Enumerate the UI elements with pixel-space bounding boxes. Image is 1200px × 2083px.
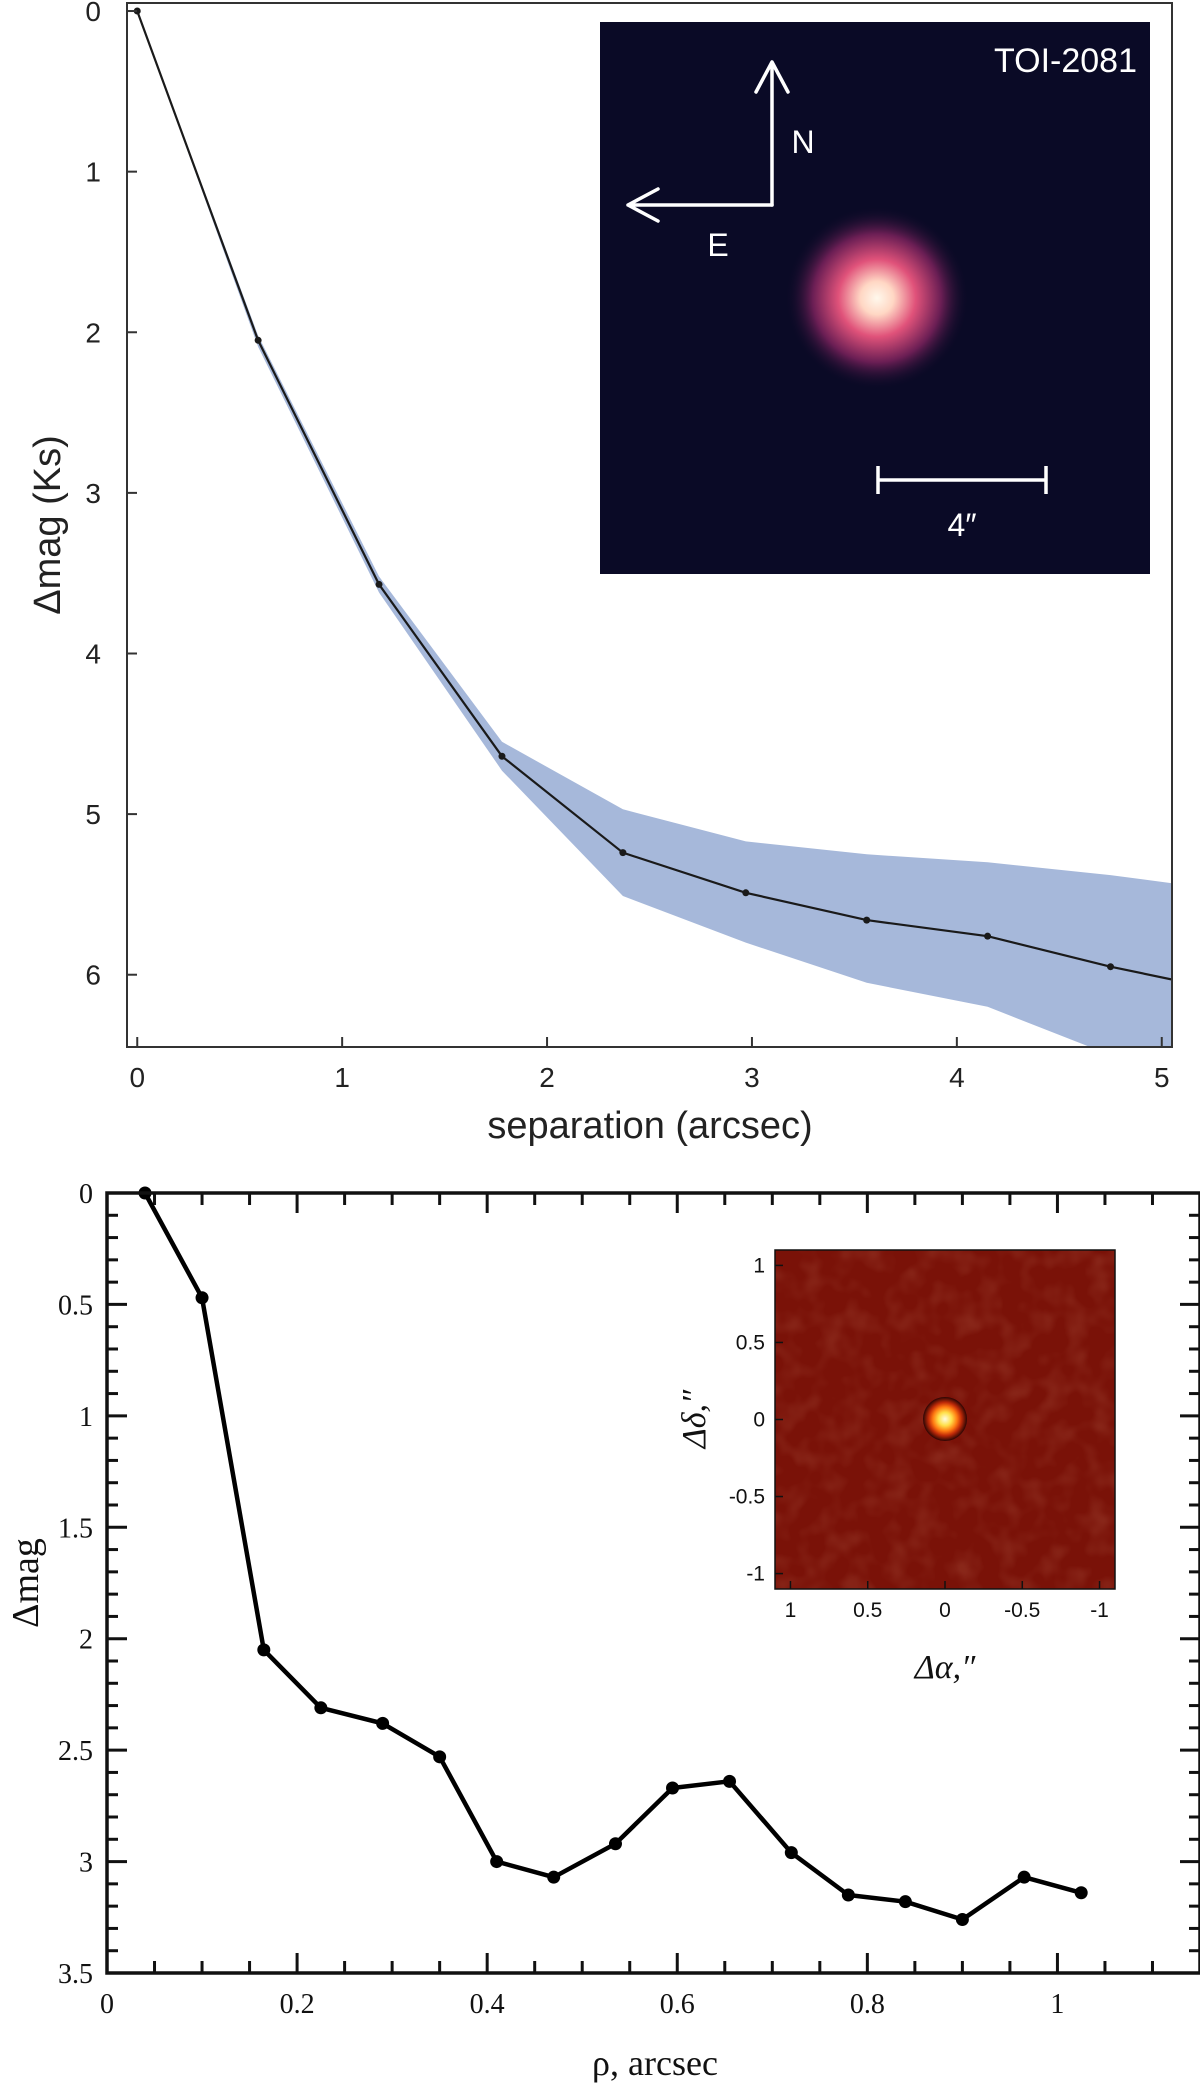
contrast-uncertainty-band xyxy=(137,11,1172,1047)
speckle-x-tick-label: -0.5 xyxy=(1004,1599,1040,1622)
contrast-curve-point xyxy=(619,849,627,857)
bottom-axes: 0 0.2 0.4 0.6 0.8 1 0 0.5 1 1.5 2 2.5 3 3.5 xyxy=(58,1179,1200,2020)
speckle-curve-point xyxy=(608,1837,622,1851)
contrast-curve-point xyxy=(984,932,992,940)
speckle-y-tick-label: 0 xyxy=(753,1409,765,1432)
contrast-curve-point xyxy=(133,7,141,15)
inset-image-toi-2081: N E TOI-2081 4″ xyxy=(600,22,1150,574)
speckle-curve-point xyxy=(723,1774,737,1788)
bottom-chart: 0 0.2 0.4 0.6 0.8 1 0 0.5 1 1.5 2 2.5 3 3.5 1 0.5 0 -0.5… xyxy=(5,1179,1200,2083)
y-tick-label: 1 xyxy=(79,1402,93,1433)
x-tick-label: 0.8 xyxy=(850,1989,885,2020)
x-tick-label: 1 xyxy=(1050,1989,1064,2020)
y-tick-label: 6 xyxy=(85,960,101,991)
top-axes: 0 1 2 3 4 5 0 1 2 3 4 5 6 xyxy=(85,0,1169,1093)
speckle-y-tick-label: -1 xyxy=(746,1563,765,1586)
speckle-curve-point xyxy=(547,1870,561,1884)
y-tick-label: 1.5 xyxy=(58,1513,93,1544)
top-plot-frame xyxy=(126,2,1173,1048)
speckle-curve-point xyxy=(314,1701,328,1715)
y-tick-label: 3 xyxy=(85,478,101,509)
x-tick-label: 0.4 xyxy=(470,1989,505,2020)
speckle-curve-point xyxy=(257,1643,271,1657)
y-tick-label: 1 xyxy=(85,157,101,188)
y-tick-label: 0 xyxy=(79,1179,93,1210)
x-tick-label: 2 xyxy=(539,1062,555,1093)
x-tick-label: 0 xyxy=(100,1989,114,2020)
speckle-y-tick-label: 0.5 xyxy=(736,1331,765,1354)
speckle-curve-point xyxy=(195,1291,209,1305)
y-tick-label: 2 xyxy=(79,1625,93,1656)
y-tick-label: 0.5 xyxy=(58,1290,93,1321)
contrast-curve-line xyxy=(136,10,1172,981)
y-tick-label: 3 xyxy=(79,1848,93,1879)
target-label: TOI-2081 xyxy=(994,42,1137,80)
speckle-curve-point xyxy=(666,1781,680,1795)
y-tick-label: 4 xyxy=(85,638,101,669)
top-chart: N E TOI-2081 4″ 0 1 2 3 4 5 0 1 2 3 4 5 6 separation… xyxy=(27,0,1173,1147)
y-tick-label: 0 xyxy=(85,0,101,27)
contrast-curve-point xyxy=(254,336,262,344)
bottom-plot-frame xyxy=(105,1191,1200,1975)
speckle-curve-point xyxy=(1074,1886,1088,1900)
speckle-x-tick-label: 1 xyxy=(785,1599,797,1622)
speckle-curve-point xyxy=(376,1716,390,1730)
north-arrow-icon xyxy=(754,60,790,207)
speckle-curve-point xyxy=(841,1888,855,1902)
speckle-contrast-curve xyxy=(138,1186,1088,1927)
speckle-axes: 1 0.5 0 -0.5 -1 1 0.5 0 -0.5 -1 xyxy=(729,1254,1109,1622)
speckle-curve-point xyxy=(898,1895,912,1909)
x-tick-label: 0 xyxy=(129,1062,145,1093)
bottom-x-axis-label: ρ, arcsec xyxy=(592,2043,718,2083)
uncertainty-band-area xyxy=(137,11,1172,1047)
speckle-star-psf xyxy=(923,1397,967,1441)
x-tick-label: 3 xyxy=(744,1062,760,1093)
speckle-x-tick-label: -1 xyxy=(1090,1599,1109,1622)
speckle-curve-point xyxy=(1017,1870,1031,1884)
compass-north-label: N xyxy=(791,124,814,160)
contrast-curve-point xyxy=(742,889,750,897)
speckle-curve-point xyxy=(433,1750,447,1764)
contrast-curve-point xyxy=(863,916,871,924)
y-tick-label: 5 xyxy=(85,799,101,830)
compass-arrows xyxy=(626,60,790,223)
contrast-curve-point xyxy=(375,580,383,588)
speckle-x-axis-label: Δα,″ xyxy=(913,1649,976,1686)
contrast-curve-point xyxy=(498,752,506,760)
y-tick-label: 2.5 xyxy=(58,1736,93,1767)
bottom-y-axis-label: Δmag xyxy=(5,1538,47,1628)
compass-east-label: E xyxy=(707,227,728,263)
x-tick-label: 1 xyxy=(334,1062,350,1093)
y-tick-label: 2 xyxy=(85,317,101,348)
speckle-curve-point xyxy=(784,1846,798,1860)
contrast-curve-point xyxy=(1107,963,1115,971)
x-tick-label: 5 xyxy=(1154,1062,1170,1093)
east-arrow-icon xyxy=(626,187,774,223)
speckle-y-tick-label: 1 xyxy=(753,1254,765,1277)
speckle-curve-point xyxy=(490,1855,504,1869)
speckle-y-tick-label: -0.5 xyxy=(729,1486,765,1509)
star-psf xyxy=(785,206,969,390)
top-x-axis-label: separation (arcsec) xyxy=(487,1105,812,1147)
x-tick-label: 4 xyxy=(949,1062,965,1093)
x-tick-label: 0.2 xyxy=(280,1989,315,2020)
speckle-curve-point xyxy=(955,1913,969,1927)
speckle-x-tick-label: 0.5 xyxy=(853,1599,882,1622)
x-tick-label: 0.6 xyxy=(660,1989,695,2020)
speckle-x-tick-label: 0 xyxy=(939,1599,951,1622)
y-tick-label: 3.5 xyxy=(58,1959,93,1990)
contrast-curve xyxy=(133,7,1172,981)
inset-speckle-image: 1 0.5 0 -0.5 -1 1 0.5 0 -0.5 -1 Δα,″ Δδ,″ xyxy=(676,1249,1116,1686)
speckle-y-axis-label: Δδ,″ xyxy=(676,1389,713,1450)
scale-bar-label: 4″ xyxy=(947,507,976,543)
scale-bar xyxy=(876,466,1048,494)
top-y-axis-label: Δmag (Ks) xyxy=(27,435,69,615)
